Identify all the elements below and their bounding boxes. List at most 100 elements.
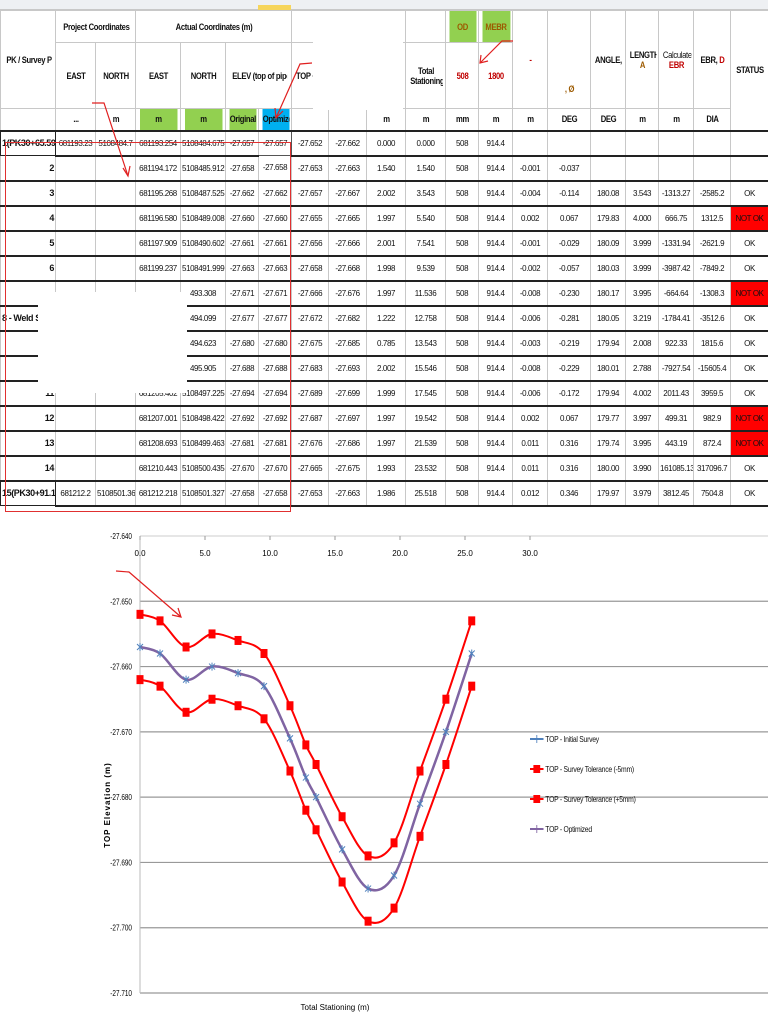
data-cell[interactable] bbox=[658, 155, 695, 182]
unit-cell[interactable]: ... bbox=[58, 108, 93, 132]
data-cell[interactable]: -27.658 bbox=[291, 255, 330, 282]
data-cell[interactable]: 4.000 bbox=[625, 205, 660, 232]
data-cell[interactable]: -27.680 bbox=[225, 330, 260, 357]
status-cell[interactable]: OK bbox=[730, 330, 768, 357]
data-cell[interactable]: 508 bbox=[445, 455, 480, 482]
status-cell[interactable]: OK bbox=[730, 180, 768, 207]
data-cell[interactable]: 23.532 bbox=[405, 455, 447, 482]
data-cell[interactable] bbox=[625, 130, 660, 157]
data-cell[interactable]: 1312.5 bbox=[693, 205, 732, 232]
data-cell[interactable] bbox=[94, 455, 137, 482]
data-cell[interactable]: -0.003 bbox=[512, 330, 549, 357]
data-cell[interactable]: -0.001 bbox=[512, 230, 549, 257]
status-cell[interactable]: OK bbox=[730, 480, 768, 507]
data-cell[interactable]: 914.4 bbox=[478, 280, 514, 307]
data-cell[interactable]: 1.540 bbox=[366, 155, 407, 182]
status-cell[interactable]: OK bbox=[730, 355, 768, 382]
data-cell[interactable]: -27.697 bbox=[328, 405, 368, 432]
data-cell[interactable]: 508 bbox=[445, 330, 480, 357]
header-blank[interactable] bbox=[405, 10, 447, 43]
data-cell[interactable]: 3.543 bbox=[405, 180, 447, 207]
status-cell[interactable]: NOT OK bbox=[730, 405, 768, 432]
data-cell[interactable]: 180.00 bbox=[590, 455, 627, 482]
data-cell[interactable]: 1.997 bbox=[366, 405, 407, 432]
data-cell[interactable]: -7849.2 bbox=[693, 255, 732, 282]
data-cell[interactable] bbox=[512, 130, 549, 157]
data-cell[interactable]: -27.661 bbox=[258, 230, 293, 257]
survey-point-cell[interactable]: 14 bbox=[0, 455, 56, 482]
data-cell[interactable]: 2.002 bbox=[366, 355, 407, 382]
survey-point-cell[interactable]: 1(PK30+65.59) bbox=[0, 130, 56, 156]
data-cell[interactable]: 180.09 bbox=[590, 230, 627, 257]
data-cell[interactable]: -27.663 bbox=[328, 155, 368, 182]
data-cell[interactable]: 3.995 bbox=[625, 430, 660, 457]
data-cell[interactable]: -27.652 bbox=[291, 130, 330, 157]
data-cell[interactable]: 180.08 bbox=[590, 180, 627, 207]
data-cell[interactable] bbox=[625, 155, 660, 182]
data-cell[interactable]: -27.675 bbox=[328, 455, 368, 482]
data-cell[interactable]: 9.539 bbox=[405, 255, 447, 282]
data-cell[interactable]: 179.94 bbox=[590, 330, 627, 357]
data-cell[interactable]: -27.663 bbox=[328, 480, 368, 507]
header-actual-north[interactable]: NORTH bbox=[183, 42, 223, 109]
data-cell[interactable]: 1.999 bbox=[366, 380, 407, 407]
unit-cell[interactable]: m bbox=[408, 108, 443, 132]
data-cell[interactable] bbox=[94, 230, 137, 257]
data-cell[interactable]: 666.75 bbox=[658, 205, 695, 232]
data-cell[interactable]: 508 bbox=[445, 305, 480, 332]
data-cell[interactable]: -27.662 bbox=[225, 180, 260, 207]
data-cell[interactable] bbox=[94, 205, 137, 232]
data-cell[interactable]: -0.004 bbox=[512, 180, 549, 207]
data-cell[interactable]: 19.542 bbox=[405, 405, 447, 432]
data-cell[interactable]: -27.675 bbox=[291, 330, 330, 357]
data-cell[interactable]: 914.4 bbox=[478, 480, 514, 507]
header-phi[interactable]: , Ø bbox=[550, 10, 588, 109]
data-cell[interactable]: 5108500.435 bbox=[180, 455, 227, 482]
data-cell[interactable] bbox=[55, 455, 96, 482]
data-cell[interactable]: -27.672 bbox=[291, 305, 330, 332]
data-cell[interactable]: 17.545 bbox=[405, 380, 447, 407]
data-cell[interactable]: -27.653 bbox=[291, 155, 330, 182]
data-cell[interactable]: -27.666 bbox=[291, 280, 330, 307]
data-cell[interactable]: 0.012 bbox=[512, 480, 549, 507]
data-cell[interactable]: 681196.580 bbox=[135, 205, 182, 232]
data-cell[interactable] bbox=[94, 180, 137, 207]
data-cell[interactable]: 5108498.422 bbox=[180, 405, 227, 432]
data-cell[interactable]: -27.658 bbox=[225, 155, 260, 182]
data-cell[interactable] bbox=[55, 405, 96, 432]
data-cell[interactable]: -27.655 bbox=[291, 205, 330, 232]
status-cell[interactable]: NOT OK bbox=[730, 430, 768, 457]
data-cell[interactable]: 1.222 bbox=[366, 305, 407, 332]
data-cell[interactable] bbox=[658, 130, 695, 157]
survey-point-cell[interactable]: 4 bbox=[0, 205, 56, 232]
data-cell[interactable]: 508 bbox=[445, 355, 480, 382]
data-cell[interactable]: 1815.6 bbox=[693, 330, 732, 357]
data-cell[interactable]: 3959.5 bbox=[693, 380, 732, 407]
data-cell[interactable]: -27.665 bbox=[328, 205, 368, 232]
data-cell[interactable]: -0.230 bbox=[547, 280, 592, 307]
data-cell[interactable]: 5108491.999 bbox=[180, 255, 227, 282]
header-total-stationing[interactable]: Total Stationing bbox=[408, 42, 443, 109]
data-cell[interactable]: -27.676 bbox=[328, 280, 368, 307]
header-status[interactable]: STATUS bbox=[732, 10, 767, 132]
data-cell[interactable] bbox=[94, 430, 137, 457]
header-od[interactable]: OD bbox=[447, 10, 477, 43]
data-cell[interactable]: -27.657 bbox=[225, 130, 260, 157]
data-cell[interactable]: 179.94 bbox=[590, 380, 627, 407]
data-cell[interactable] bbox=[55, 430, 96, 457]
data-cell[interactable]: -27.688 bbox=[225, 355, 260, 382]
data-cell[interactable]: 508 bbox=[445, 280, 480, 307]
data-cell[interactable]: 681207.001 bbox=[135, 405, 182, 432]
data-cell[interactable]: 914.4 bbox=[478, 180, 514, 207]
survey-point-cell[interactable]: 3 bbox=[0, 180, 56, 207]
data-cell[interactable]: 0.316 bbox=[547, 455, 592, 482]
data-cell[interactable]: -0.002 bbox=[512, 255, 549, 282]
data-cell[interactable]: -27.658 bbox=[258, 480, 293, 507]
data-cell[interactable]: 872.4 bbox=[693, 430, 732, 457]
header-angle[interactable]: ANGLE, a bbox=[592, 10, 624, 109]
data-cell[interactable]: 5108487.525 bbox=[180, 180, 227, 207]
data-cell[interactable]: 914.4 bbox=[478, 155, 514, 182]
data-cell[interactable]: 508 bbox=[445, 155, 480, 182]
data-cell[interactable]: 914.4 bbox=[478, 430, 514, 457]
unit-cell[interactable] bbox=[330, 108, 365, 132]
